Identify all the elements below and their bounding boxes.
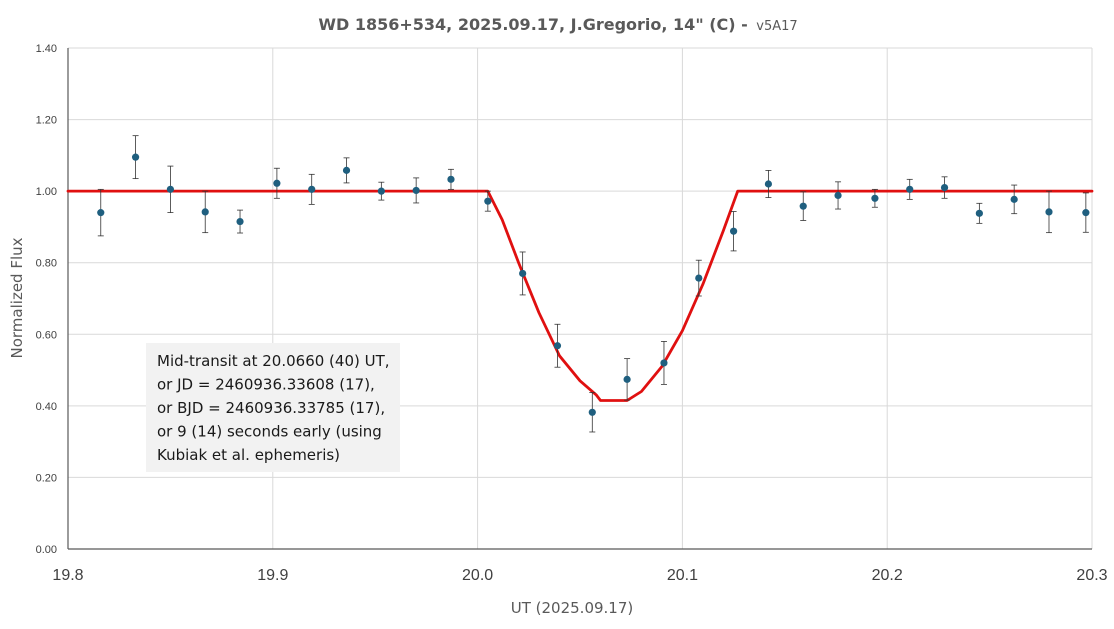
data-point [1010,195,1018,203]
data-point [273,179,281,187]
data-point [519,269,527,278]
data-point [764,180,773,188]
data-point [730,227,738,235]
data-point [236,217,244,226]
annotation-line: Kubiak et al. ephemeris) [157,446,340,464]
x-tick-label: 20.0 [462,567,493,584]
model-layer [66,189,1094,402]
annotation-box: Mid-transit at 20.0660 (40) UT, or JD = 2… [146,343,400,472]
data-point [906,185,914,193]
data-point [695,274,703,282]
y-tick-label: 0.40 [36,401,57,413]
y-tick-label: 0.20 [36,472,57,484]
data-point [447,175,455,183]
annotation-line: Mid-transit at 20.0660 (40) UT, [157,352,390,370]
data-point [484,197,492,205]
grid-layer [68,47,1093,549]
data-point [342,166,351,174]
x-axis-label: UT (2025.09.17) [511,599,634,617]
data-point [553,342,562,350]
x-tick-label: 20.2 [872,567,903,584]
data-point [131,153,140,161]
y-tick-label: 1.00 [36,186,57,198]
y-tick-label: 0.00 [36,544,57,556]
points-layer [97,135,1090,433]
chart-title-sub: v5A17 [756,19,797,34]
data-point [412,186,420,195]
data-point [97,209,105,217]
annotation-line: or 9 (14) seconds early (using [157,423,382,441]
axes-layer [67,48,1092,550]
data-point [308,185,316,193]
x-tick-label: 20.1 [667,567,698,584]
ticks-layer: 0.00 0.20 0.40 0.60 0.80 1.00 1.20 1.40 19.8 19.9… [36,43,1108,584]
y-tick-label: 0.80 [36,258,57,270]
y-axis-label: Normalized Flux [8,237,26,358]
chart-title: WD 1856+534, 2025.09.17, J.Gregorio, 14"… [318,15,797,34]
data-point [975,209,983,217]
data-point [799,202,807,210]
data-point [588,408,596,416]
data-point [166,185,174,193]
annotation-line: or JD = 2460936.33608 (17), [157,376,375,394]
x-tick-label: 19.9 [257,567,288,584]
annotation-line: or BJD = 2460936.33785 (17), [157,399,385,417]
data-point [660,359,668,367]
y-tick-label: 1.20 [36,115,57,127]
data-point [940,183,949,192]
annotation-background [146,343,400,472]
x-tick-label: 19.8 [52,567,83,584]
data-point [377,187,385,195]
y-tick-label: 0.60 [36,329,57,341]
data-point [623,375,631,383]
data-point [834,191,842,200]
transit-model-line [66,189,1094,402]
data-point [1045,208,1053,216]
data-point [1082,209,1090,217]
data-point [201,208,209,216]
chart-title-main: WD 1856+534, 2025.09.17, J.Gregorio, 14"… [318,15,747,34]
x-tick-label: 20.3 [1076,567,1107,584]
y-tick-label: 1.40 [36,43,57,55]
data-point [871,194,879,202]
